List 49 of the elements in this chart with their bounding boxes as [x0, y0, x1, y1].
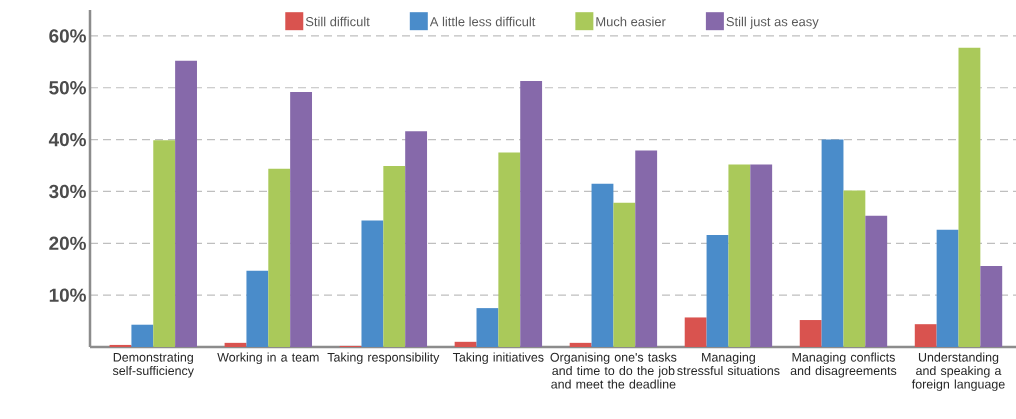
- legend-label: Still just as easy: [726, 16, 819, 29]
- bar: [706, 235, 729, 347]
- bar: [613, 202, 636, 347]
- bar: [153, 140, 176, 347]
- y-tick-label: 10%: [49, 288, 86, 302]
- legend-label: Much easier: [596, 16, 666, 27]
- bar: [635, 150, 658, 347]
- x-tick-label: Taking initiatives: [452, 352, 544, 365]
- x-tick-label: Demonstrating self-sufficiency: [112, 352, 194, 378]
- y-tick-label: 40%: [48, 132, 86, 147]
- bar: [958, 47, 981, 347]
- bar: [728, 164, 751, 347]
- x-tick-label: Taking responsibility: [327, 352, 440, 365]
- x-tick-label: Managing stressful situations: [677, 352, 780, 376]
- bar: [175, 60, 197, 347]
- x-tick-label: Working in a team: [217, 352, 319, 365]
- bar: [268, 168, 291, 347]
- bar: [821, 139, 844, 347]
- bar: [131, 324, 154, 347]
- y-tick-label: 20%: [49, 236, 86, 251]
- bar: [476, 308, 499, 347]
- bar: [383, 166, 406, 347]
- bar: [799, 320, 822, 347]
- bar: [520, 81, 543, 347]
- bar: [290, 91, 313, 347]
- bar: [865, 215, 888, 347]
- legend-label: Still difficult: [305, 16, 370, 27]
- bar: [843, 190, 866, 347]
- bar: [246, 270, 269, 347]
- bar: [498, 152, 521, 347]
- legend-label: A little less difficult: [429, 16, 536, 27]
- x-tick-label: Managing conflicts and disagreements: [790, 352, 897, 378]
- bar: [936, 229, 959, 347]
- y-tick-label: 60%: [49, 29, 86, 43]
- x-tick-label: Organising one's tasks and time to do the job and meet the deadline: [550, 352, 677, 389]
- bar: [750, 164, 773, 347]
- bar: [684, 317, 707, 347]
- bar: [914, 324, 937, 347]
- bar: [405, 131, 428, 347]
- bar: [109, 344, 132, 347]
- bar: [454, 341, 477, 347]
- bar: [224, 342, 247, 347]
- bar: [591, 183, 614, 347]
- y-tick-label: 50%: [49, 81, 86, 95]
- bar: [980, 266, 1003, 347]
- bar: [361, 220, 384, 347]
- y-tick-label: 30%: [49, 184, 86, 199]
- bar: [569, 342, 592, 347]
- x-tick-label: Understanding and speaking a foreign language: [911, 352, 1005, 392]
